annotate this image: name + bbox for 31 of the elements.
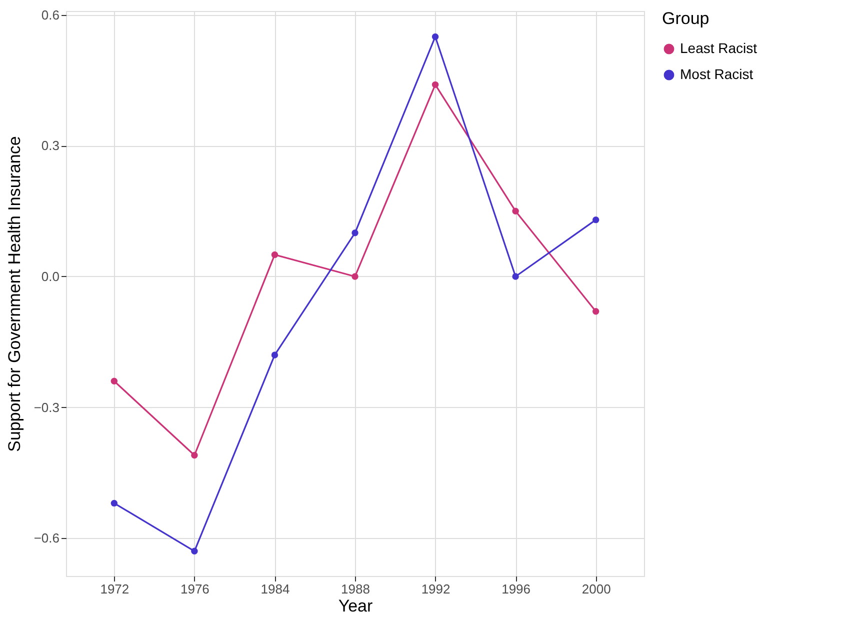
x-tick-label: 1976 (180, 582, 210, 596)
point (352, 273, 358, 280)
x-tick-label: 1996 (502, 582, 531, 596)
x-axis-title: Year (338, 596, 374, 616)
x-tick-label: 1972 (100, 582, 130, 596)
y-tick-label: −0.3 (34, 400, 60, 415)
y-axis-title: Support for Government Health Insurance (4, 136, 24, 452)
point (432, 81, 439, 88)
point (191, 548, 198, 554)
legend-label: Least Racist (680, 40, 758, 56)
point (110, 500, 118, 507)
point (592, 216, 600, 224)
legend-label: Most Racist (680, 66, 754, 82)
point (512, 273, 519, 280)
point (352, 230, 358, 236)
x-tick-label: 2000 (582, 582, 611, 596)
point (110, 378, 118, 384)
y-tick-label: −0.6 (34, 530, 60, 546)
x-tick-label: 1988 (341, 582, 370, 596)
point (271, 352, 278, 358)
legend-title: Group (662, 9, 710, 28)
point (432, 33, 439, 40)
x-tick-label: 1984 (260, 582, 290, 596)
point (271, 251, 278, 258)
y-tick-label: 0.3 (41, 138, 60, 154)
point (592, 308, 600, 315)
y-tick-label: 0.6 (41, 7, 60, 22)
x-tick-label: 1992 (421, 582, 450, 596)
point (191, 452, 198, 459)
y-tick-label: 0.0 (41, 269, 60, 284)
point (512, 208, 519, 214)
